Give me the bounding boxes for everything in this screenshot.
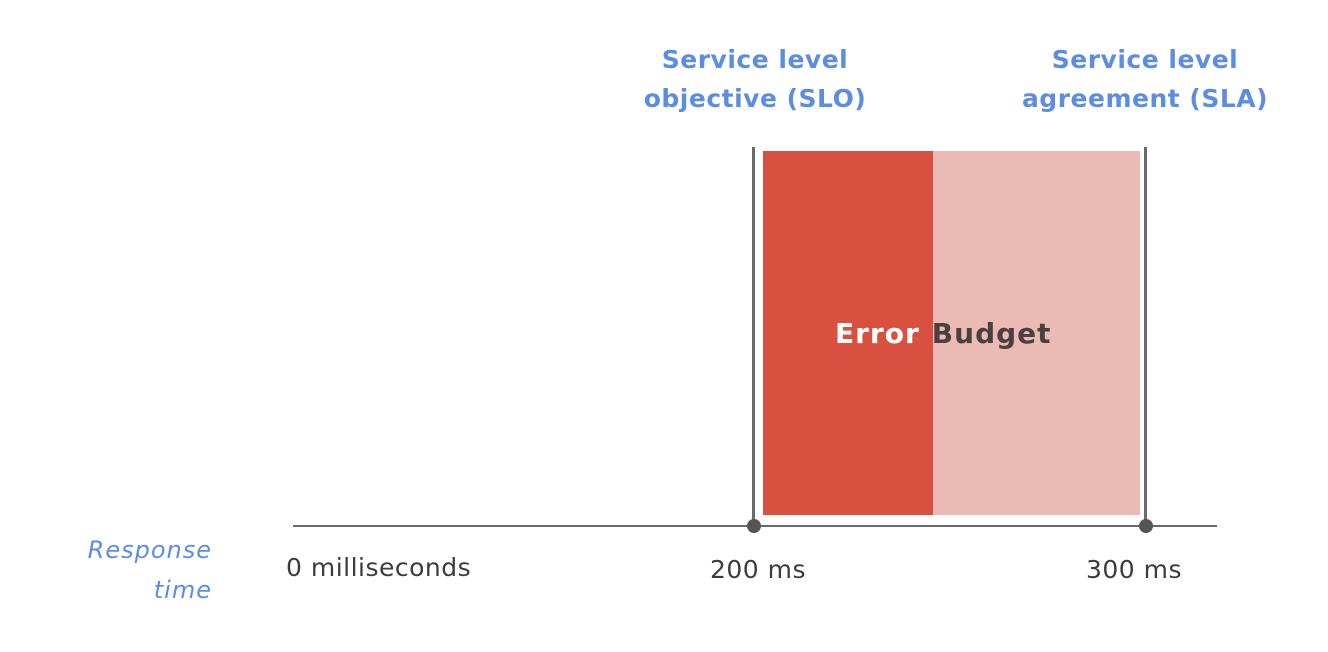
slo-marker-line (752, 147, 755, 527)
slo-label-line2: objective (SLO) (643, 84, 867, 113)
sla-axis-dot (1139, 519, 1153, 533)
error-budget-word-budget: Budget (931, 317, 1052, 350)
response-time-label: Response time (40, 530, 212, 610)
tick-label-zero: 0 milliseconds (286, 553, 472, 582)
slo-axis-dot (747, 519, 761, 533)
tick-label-slo: 200 ms (710, 555, 807, 584)
error-budget-remaining-block (933, 151, 1140, 515)
slo-label-line1: Service level (661, 45, 849, 74)
error-budget-word-error: Error (835, 317, 920, 350)
sla-label-line1: Service level (1051, 45, 1239, 74)
sla-marker-line (1144, 147, 1147, 527)
error-budget-consumed-block (763, 151, 933, 515)
slo-label: Service level objective (SLO) (600, 40, 910, 118)
sla-label: Service level agreement (SLA) (990, 40, 1300, 118)
response-time-label-line2: time (153, 576, 212, 604)
tick-label-sla: 300 ms (1086, 555, 1183, 584)
response-time-label-line1: Response (87, 536, 212, 564)
error-budget-label: Error Budget (835, 316, 1052, 352)
sla-label-line2: agreement (SLA) (1021, 84, 1269, 113)
